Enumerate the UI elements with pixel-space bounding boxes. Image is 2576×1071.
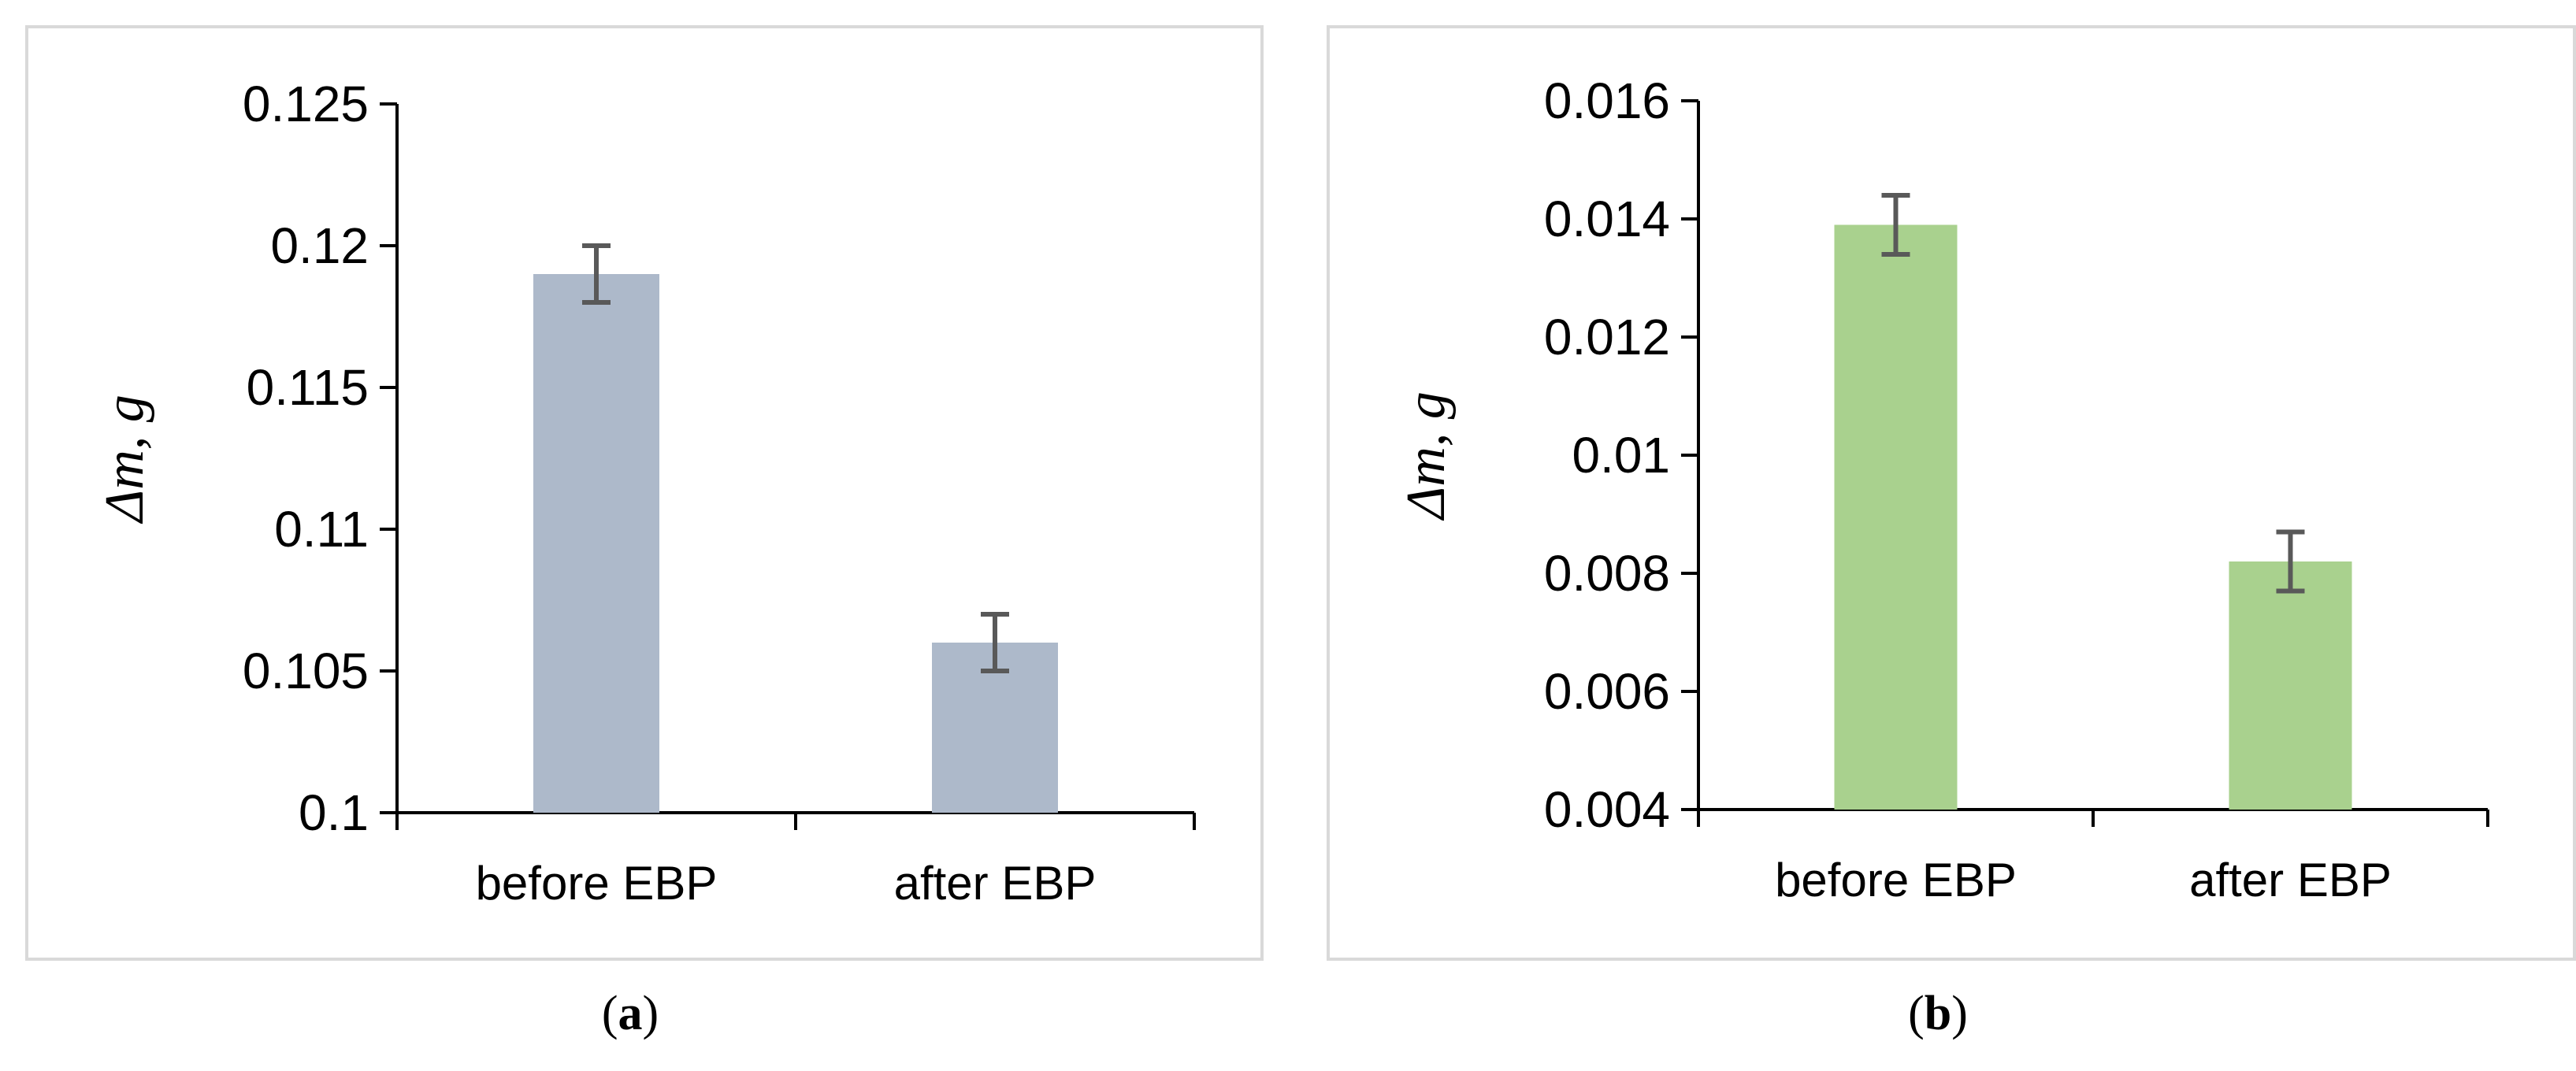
y-axis-label: Δm, g — [1396, 391, 1457, 521]
y-tick-label: 0.105 — [243, 643, 369, 699]
category-label: after EBP — [2189, 854, 2392, 906]
caption-b-close: ) — [1951, 987, 1968, 1040]
y-tick-label: 0.11 — [274, 501, 369, 558]
y-tick-label: 0.125 — [243, 76, 369, 132]
y-tick-label: 0.006 — [1544, 663, 1670, 720]
y-tick-label: 0.12 — [270, 217, 369, 274]
bar — [2229, 561, 2352, 810]
y-tick-label: 0.014 — [1544, 191, 1670, 247]
category-label: after EBP — [894, 857, 1097, 910]
y-tick-label: 0.016 — [1544, 72, 1670, 129]
caption-a-open: ( — [601, 987, 618, 1040]
y-tick-label: 0.01 — [1572, 427, 1670, 484]
bar — [533, 274, 659, 813]
chart-panel-a: 0.1 0.105 0.11 0.115 0.12 0.125 before EBP afte… — [25, 25, 1264, 961]
category-label: before EBP — [1775, 854, 2017, 906]
bar — [1834, 224, 1958, 810]
caption-b-letter: b — [1924, 987, 1952, 1040]
caption-b: (b) — [1820, 986, 2056, 1042]
y-tick-label: 0.115 — [247, 359, 369, 416]
category-label: before EBP — [476, 857, 718, 910]
caption-a-close: ) — [642, 987, 659, 1040]
chart-b-svg: 0.004 0.006 0.008 0.01 0.012 0.014 0.016 before… — [1396, 72, 2489, 906]
y-tick-label: 0.012 — [1544, 309, 1670, 365]
caption-b-open: ( — [1908, 987, 1925, 1040]
caption-a-letter: a — [618, 987, 643, 1040]
y-axis-label: Δm, g — [95, 395, 155, 524]
y-tick-label: 0.004 — [1544, 781, 1670, 838]
chart-panel-b: 0.004 0.006 0.008 0.01 0.012 0.014 0.016 before… — [1327, 25, 2576, 961]
y-tick-label: 0.1 — [299, 784, 369, 841]
chart-a-svg: 0.1 0.105 0.11 0.115 0.12 0.125 before EBP afte… — [95, 76, 1196, 910]
caption-a: (a) — [512, 986, 748, 1042]
y-tick-label: 0.008 — [1544, 545, 1670, 602]
